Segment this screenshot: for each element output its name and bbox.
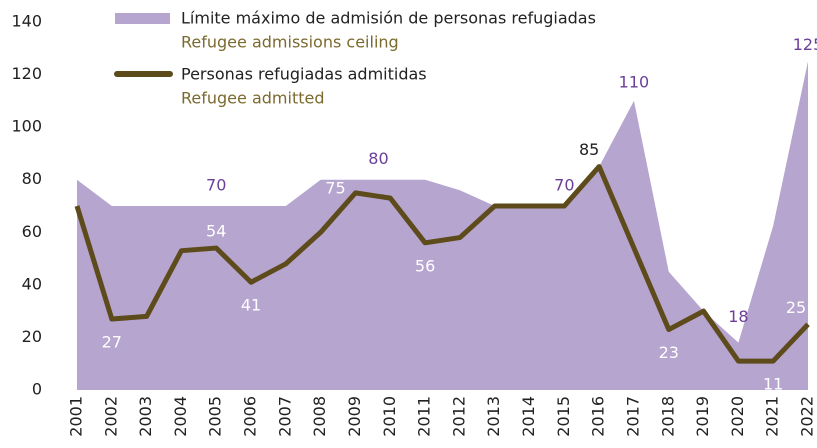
x-tick-label: 2018: [658, 396, 677, 437]
x-tick-label: 2010: [380, 396, 399, 437]
x-tick-label: 2005: [206, 396, 225, 437]
y-tick-label: 40: [22, 274, 42, 293]
x-tick-label: 2021: [763, 396, 782, 437]
legend-sublabel: Refugee admitted: [181, 89, 324, 108]
data-label: 27: [102, 333, 122, 352]
y-tick-label: 140: [11, 12, 42, 31]
legend-label: Personas refugiadas admitidas: [181, 65, 427, 84]
data-label: 18: [728, 307, 748, 326]
x-tick-label: 2015: [554, 396, 573, 437]
x-tick-label: 2020: [728, 396, 747, 437]
data-label: 85: [579, 140, 599, 159]
data-label: 54: [206, 222, 226, 241]
legend-label: Límite máximo de admisión de personas re…: [181, 9, 596, 28]
x-tick-label: 2011: [415, 396, 434, 437]
x-tick-label: 2007: [275, 396, 294, 437]
x-tick-label: 2022: [798, 396, 817, 437]
x-tick-label: 2019: [693, 396, 712, 437]
y-tick-label: 80: [22, 169, 42, 188]
data-label: 70: [206, 176, 226, 195]
legend-sublabel: Refugee admissions ceiling: [181, 33, 399, 52]
data-label: 25: [786, 298, 806, 317]
data-label: 75: [325, 178, 345, 197]
y-tick-label: 60: [22, 222, 42, 241]
legend-swatch-area: [115, 13, 170, 24]
y-tick-label: 100: [11, 117, 42, 136]
y-tick-label: 20: [22, 327, 42, 346]
x-tick-label: 2001: [67, 396, 86, 437]
data-label: 11: [763, 375, 783, 394]
x-tick-label: 2017: [623, 396, 642, 437]
ceiling-area: [77, 61, 808, 391]
x-tick-label: 2002: [101, 396, 120, 437]
data-label: 41: [241, 296, 261, 315]
data-label: 56: [415, 256, 435, 275]
data-label: 23: [659, 343, 679, 362]
admitted-line: [74, 164, 810, 364]
x-tick-label: 2012: [449, 396, 468, 437]
x-tick-label: 2013: [484, 396, 503, 437]
y-tick-label: 0: [32, 380, 42, 399]
data-label: 125: [793, 35, 817, 54]
y-tick-label: 120: [11, 64, 42, 83]
data-label: 110: [619, 72, 650, 91]
x-tick-label: 2016: [589, 396, 608, 437]
data-label: 70: [554, 176, 574, 195]
x-tick-label: 2008: [310, 396, 329, 437]
x-tick-label: 2004: [171, 396, 190, 437]
x-tick-label: 2006: [241, 396, 260, 437]
x-tick-label: 2009: [345, 396, 364, 437]
x-tick-label: 2003: [136, 396, 155, 437]
x-tick-label: 2014: [519, 396, 538, 437]
data-label: 80: [368, 149, 388, 168]
